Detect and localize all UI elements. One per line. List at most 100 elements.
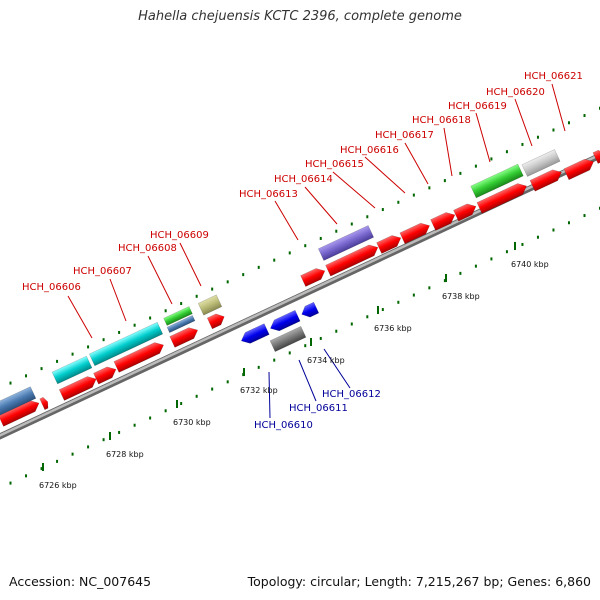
gene-block-silver-06620-shape <box>521 149 561 177</box>
cds-red-shape <box>476 183 527 214</box>
cds-blue-06610-shape <box>240 323 270 344</box>
gene-block-khaki-06609-shape <box>197 294 223 316</box>
gene-label-forward: HCH_06619 <box>448 101 507 112</box>
leader-line <box>147 255 173 305</box>
gene-block-khaki-06609 <box>197 294 223 316</box>
cds-red-shape <box>453 203 477 222</box>
gene-label-forward: HCH_06609 <box>150 230 209 241</box>
cds-red <box>563 158 594 181</box>
leader-line <box>109 278 127 322</box>
gene-label-forward: HCH_06608 <box>118 243 177 254</box>
gene-block-cyan-06607 <box>88 321 164 367</box>
cds-red <box>206 313 225 330</box>
gene-features <box>0 149 600 427</box>
cds-red-shape <box>300 268 326 287</box>
gene-label-forward: HCH_06616 <box>340 145 399 156</box>
cds-red-shape <box>563 158 594 181</box>
cds-red <box>58 376 97 401</box>
leader-line <box>404 142 429 185</box>
leader-line <box>304 186 338 225</box>
tick-dots <box>9 106 600 485</box>
gene-block-cyan-06607-shape <box>88 321 164 367</box>
axis-tick-label: 6734 kbp <box>307 356 345 365</box>
cds-red-shape <box>430 212 456 231</box>
cds-red-shape <box>399 222 430 245</box>
axis-tick-label: 6726 kbp <box>39 481 77 490</box>
cds-red-shape <box>325 244 379 277</box>
gene-block-green-06619-shape <box>470 163 524 199</box>
cds-red-shape <box>592 149 600 164</box>
axis-tick-label: 6728 kbp <box>106 450 144 459</box>
axis-tick-label: 6738 kbp <box>442 292 480 301</box>
leader-line <box>364 156 406 194</box>
gene-label-forward: HCH_06607 <box>73 266 132 277</box>
gene-block-cyan-06606 <box>51 355 93 385</box>
cds-red <box>430 212 456 231</box>
gene-label-forward: HCH_06615 <box>305 159 364 170</box>
leader-line <box>268 371 271 419</box>
gene-block-steel-06608 <box>166 315 196 333</box>
axis-tick-label: 6736 kbp <box>374 324 412 333</box>
cds-red <box>113 342 164 373</box>
leader-line <box>274 200 299 241</box>
accession-text: Accession: NC_007645 <box>9 574 152 589</box>
cds-blue-06610 <box>240 323 270 344</box>
cds-red <box>169 327 199 348</box>
axis-tick-label: 6732 kbp <box>240 386 278 395</box>
leader-line <box>67 295 93 339</box>
cds-red <box>376 235 402 254</box>
gene-label-reverse: HCH_06612 <box>322 389 381 400</box>
cds-red-shape <box>113 342 164 373</box>
gene-block-green-06608-shape <box>163 306 193 326</box>
cds-red-shape <box>58 376 97 401</box>
axis-labels: 6726 kbp 6728 kbp 6730 kbp 6732 kbp 6734 kbp… <box>39 260 549 490</box>
gene-block-green-06619 <box>470 163 524 199</box>
cds-blue-06612 <box>301 301 320 318</box>
cds-red <box>93 366 117 385</box>
gene-block-gray <box>269 326 307 352</box>
gene-block-purple-06613 <box>317 225 375 261</box>
cds-red-shape <box>39 397 49 411</box>
gene-block-steelblue-shape <box>0 386 37 416</box>
axis-tick-label: 6730 kbp <box>173 418 211 427</box>
label-leaders <box>67 83 566 419</box>
gene-block-steelblue <box>0 386 37 416</box>
cds-red-shape <box>206 313 225 330</box>
leader-line <box>551 83 566 132</box>
cds-red-shape <box>376 235 402 254</box>
gene-block-steel-06608-shape <box>166 315 196 333</box>
gene-label-forward: HCH_06617 <box>375 130 434 141</box>
leader-line <box>514 98 533 147</box>
leader-line <box>323 348 351 389</box>
cds-red <box>529 169 562 192</box>
leader-line <box>332 171 376 209</box>
axis-tick-label: 6740 kbp <box>511 260 549 269</box>
cds-red <box>325 244 379 277</box>
cds-red <box>300 268 326 287</box>
leader-line <box>298 359 317 402</box>
cds-red-shape <box>529 169 562 192</box>
cds-red-shape <box>93 366 117 385</box>
gene-label-forward: HCH_06613 <box>239 189 298 200</box>
gene-block-silver-06620 <box>521 149 561 177</box>
gene-block-purple-06613-shape <box>317 225 375 261</box>
gene-block-cyan-06606-shape <box>51 355 93 385</box>
cds-red <box>476 183 527 214</box>
genome-summary-text: Topology: circular; Length: 7,215,267 bp… <box>247 574 591 589</box>
gene-block-green-06608 <box>163 306 193 326</box>
gene-label-forward: HCH_06614 <box>274 174 333 185</box>
cds-red <box>453 203 477 222</box>
cds-blue-06611 <box>270 309 301 332</box>
cds-blue-06612-shape <box>301 301 320 318</box>
genome-title: Hahella chejuensis KCTC 2396, complete g… <box>138 9 462 24</box>
gene-label-reverse: HCH_06610 <box>254 420 313 431</box>
gene-label-forward: HCH_06620 <box>486 87 545 98</box>
gene-label-reverse: HCH_06611 <box>289 403 348 414</box>
gene-label-forward: HCH_06606 <box>22 282 81 293</box>
cds-blue-06611-shape <box>270 309 301 332</box>
gene-label-forward: HCH_06618 <box>412 115 471 126</box>
gene-labels: HCH_06606 HCH_06607 HCH_06608 HCH_06609 HCH_… <box>22 71 583 431</box>
leader-line <box>475 112 491 163</box>
gene-label-forward: HCH_06621 <box>524 71 583 82</box>
cds-red <box>399 222 430 245</box>
